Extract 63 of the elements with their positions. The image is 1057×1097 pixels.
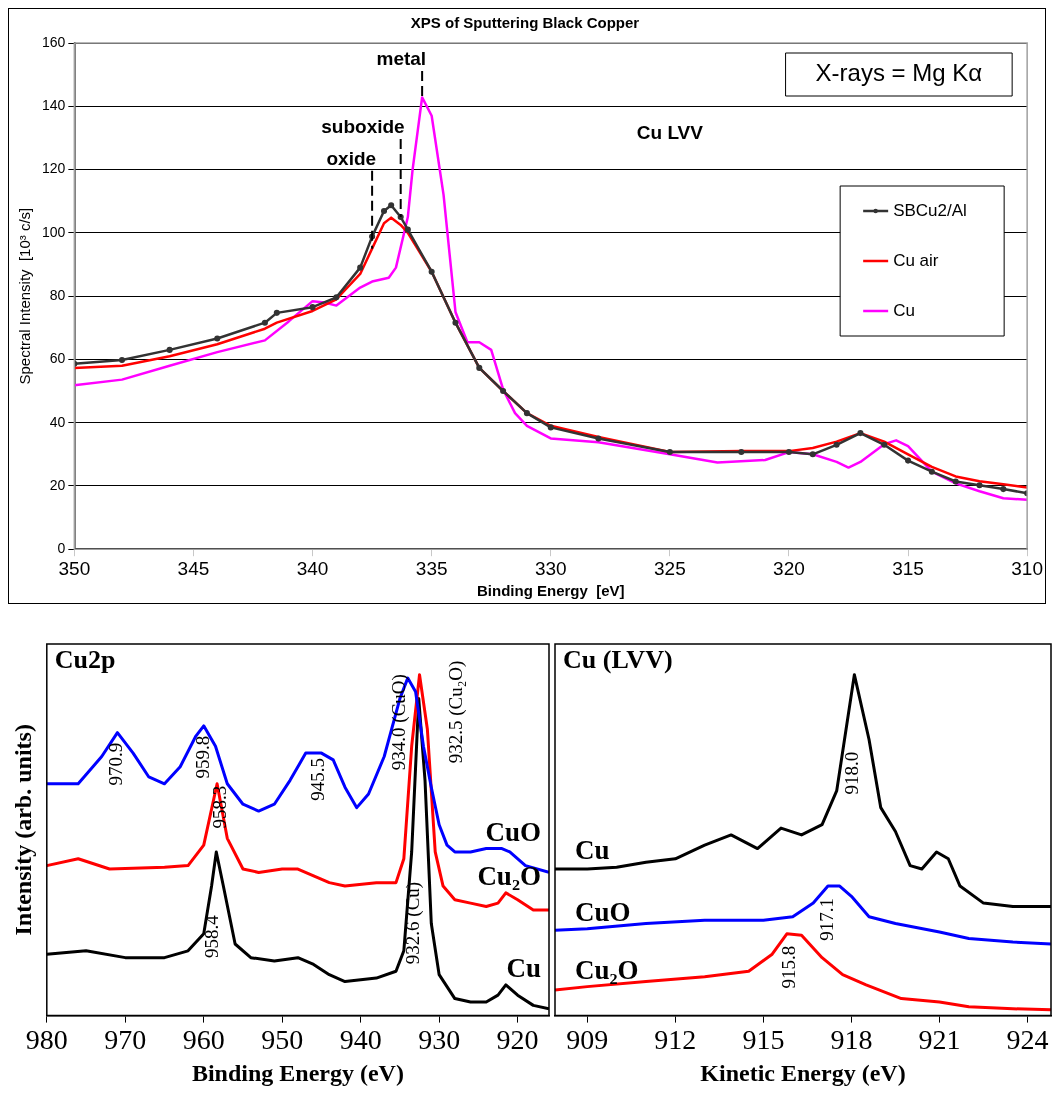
y-tick-label: 80 xyxy=(49,286,66,303)
x-tick-label: 970 xyxy=(104,1023,147,1055)
series-label: Cu xyxy=(575,835,610,866)
annotation: 932.5 (Cu₂O) xyxy=(444,660,467,764)
annotation: oxide xyxy=(326,147,377,169)
x-axis-title: Binding Energy [eV] xyxy=(477,582,625,600)
x-tick-label: 315 xyxy=(892,557,924,579)
annotation: 934.0 (CuO) xyxy=(387,674,410,771)
x-tick-label: 940 xyxy=(339,1023,382,1055)
annotation: 958.4 xyxy=(200,914,222,959)
x-tick-label: 930 xyxy=(418,1023,461,1055)
x-tick-label: 918 xyxy=(830,1023,873,1055)
x-tick-label: 340 xyxy=(296,557,329,579)
legend-label: SBCu2/Al xyxy=(893,200,967,220)
chart-title: Cu (LVV) xyxy=(563,644,673,674)
x-tick-label: 345 xyxy=(177,557,210,579)
x-axis-title: Binding Energy (eV) xyxy=(191,1059,404,1086)
series-label: CuO xyxy=(485,816,541,847)
annotation: 970.9 xyxy=(105,742,127,786)
annotation: metal xyxy=(376,48,427,69)
y-axis-title: Spectral Intensity [10³ c/s] xyxy=(16,207,34,385)
annotation: 917.1 xyxy=(815,898,837,941)
x-tick-label: 325 xyxy=(654,557,686,579)
y-tick-label: 40 xyxy=(49,413,66,430)
y-axis-title: Intensity (arb. units) xyxy=(9,724,36,936)
chart-title: Cu2p xyxy=(54,644,116,674)
annotation: 918.0 xyxy=(840,751,862,795)
x-tick-label: 921 xyxy=(918,1023,961,1055)
x-tick-label: 350 xyxy=(58,557,91,579)
legend-label: Cu air xyxy=(893,250,939,270)
x-tick-label: 909 xyxy=(566,1023,609,1055)
annotation: 915.8 xyxy=(777,945,799,989)
annotation: 945.5 xyxy=(307,758,329,801)
x-tick-label: 310 xyxy=(1011,557,1043,579)
x-tick-label: 960 xyxy=(182,1023,225,1055)
y-tick-label: 0 xyxy=(57,540,66,557)
x-tick-label: 920 xyxy=(496,1023,539,1055)
annotation: suboxide xyxy=(321,116,405,138)
x-tick-label: 980 xyxy=(25,1023,68,1055)
x-tick-label: 924 xyxy=(1006,1023,1049,1055)
annotation: 959.8 xyxy=(191,735,213,779)
x-tick-label: 335 xyxy=(415,557,448,579)
annotation: Cu LVV xyxy=(636,122,704,144)
y-tick-label: 20 xyxy=(49,476,66,493)
series-label: CuO xyxy=(575,896,631,927)
series-label: Cu₂O xyxy=(477,860,541,891)
x-tick-label: 330 xyxy=(534,557,567,579)
y-tick-label: 100 xyxy=(42,223,66,240)
series-label: Cu xyxy=(506,952,541,983)
y-tick-label: 140 xyxy=(42,97,66,114)
y-tick-label: 60 xyxy=(49,350,66,367)
annotation: X-rays = Mg Kα xyxy=(815,59,983,87)
y-tick-label: 160 xyxy=(42,33,66,50)
x-tick-label: 912 xyxy=(654,1023,697,1055)
x-axis-title: Kinetic Energy (eV) xyxy=(700,1059,906,1086)
series-label: Cu₂O xyxy=(575,954,639,985)
x-tick-label: 320 xyxy=(773,557,805,579)
legend-label: Cu xyxy=(893,300,915,320)
chart-title: XPS of Sputtering Black Copper xyxy=(410,14,640,32)
y-tick-label: 120 xyxy=(42,160,66,177)
annotation: 958.3 xyxy=(209,785,231,829)
x-tick-label: 915 xyxy=(742,1023,785,1055)
x-tick-label: 950 xyxy=(261,1023,304,1055)
